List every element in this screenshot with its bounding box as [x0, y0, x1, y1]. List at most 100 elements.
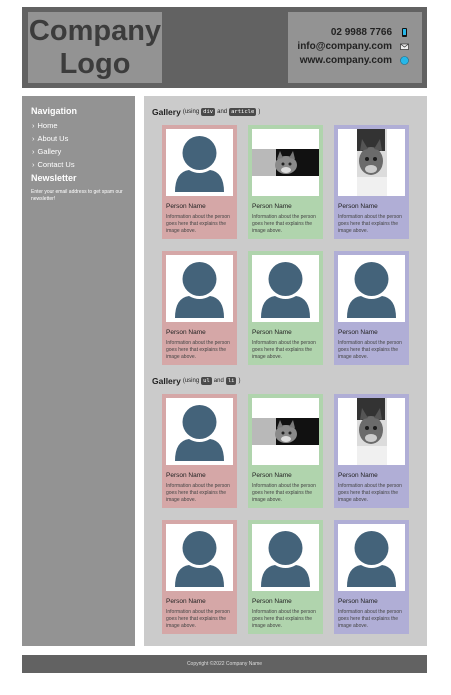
kitten-photo — [252, 129, 319, 196]
person-name: Person Name — [338, 598, 378, 605]
person-description: Information about the person goes here t… — [166, 609, 230, 629]
person-name: Person Name — [252, 329, 292, 336]
person-icon — [347, 262, 396, 318]
gallery-heading: Gallery — [152, 376, 181, 386]
gallery-title: Gallery (using div and article ) — [152, 106, 419, 118]
avatar — [338, 255, 405, 322]
newsletter-title: Newsletter — [31, 173, 77, 183]
avatar — [252, 255, 319, 322]
avatar — [166, 398, 233, 465]
avatar — [252, 524, 319, 591]
person-card[interactable]: Person Name Information about the person… — [162, 394, 237, 508]
chevron-right-icon: › — [32, 160, 35, 169]
person-name: Person Name — [252, 598, 292, 605]
person-card[interactable]: Person Name Information about the person… — [334, 394, 409, 508]
gallery-and: and — [213, 378, 224, 384]
sidebar-item-about-us[interactable]: › About Us — [32, 134, 126, 143]
globe-icon — [400, 55, 409, 65]
person-description: Information about the person goes here t… — [338, 214, 402, 234]
gallery-title: Gallery (using ul and li ) — [152, 375, 419, 387]
kitten-photo — [338, 398, 405, 465]
person-icon — [261, 262, 310, 318]
nav-label: Home — [37, 121, 58, 130]
kitten-image-icon — [252, 418, 319, 445]
person-icon — [261, 531, 310, 587]
kitten-photo — [338, 129, 405, 196]
website-url: www.company.com — [299, 54, 392, 66]
person-card[interactable]: Person Name Information about the person… — [248, 251, 323, 365]
contact-website[interactable]: www.company.com — [288, 53, 409, 67]
gallery-heading: Gallery — [152, 107, 181, 117]
avatar — [166, 524, 233, 591]
main-content: Gallery (using div and article ) Person … — [144, 96, 427, 646]
logo-line-2: Logo — [59, 47, 131, 80]
person-card[interactable]: Person Name Information about the person… — [162, 251, 237, 365]
sidebar-item-gallery[interactable]: › Gallery — [32, 147, 126, 156]
nav-title: Navigation — [31, 106, 78, 116]
person-card[interactable]: Person Name Information about the person… — [248, 125, 323, 239]
chevron-right-icon: › — [32, 147, 35, 156]
contact-phone[interactable]: 02 9988 7766 — [288, 25, 409, 39]
person-description: Information about the person goes here t… — [252, 340, 316, 360]
person-icon — [347, 531, 396, 587]
person-card[interactable]: Person Name Information about the person… — [334, 125, 409, 239]
person-name: Person Name — [338, 472, 378, 479]
header: Company Logo 02 9988 7766 info@company.c… — [22, 7, 427, 88]
person-name: Person Name — [252, 472, 292, 479]
code-tag: div — [201, 108, 216, 116]
gallery-grid: Person Name Information about the person… — [162, 394, 419, 634]
kitten-image-icon — [357, 129, 387, 196]
contact-email[interactable]: info@company.com — [288, 39, 409, 53]
person-icon — [175, 531, 224, 587]
sidebar-item-contact-us[interactable]: › Contact Us — [32, 160, 126, 169]
copyright-text: Copyright ©2022 Company Name — [186, 661, 263, 667]
chevron-right-icon: › — [32, 121, 35, 130]
sidebar-item-home[interactable]: › Home — [32, 121, 126, 130]
company-logo[interactable]: Company Logo — [28, 12, 162, 83]
avatar — [338, 524, 405, 591]
person-description: Information about the person goes here t… — [338, 609, 402, 629]
phone-number: 02 9988 7766 — [330, 26, 392, 38]
gallery-and: and — [217, 109, 228, 115]
email-address: info@company.com — [297, 40, 392, 52]
chevron-right-icon: › — [32, 134, 35, 143]
person-icon — [175, 405, 224, 461]
person-card[interactable]: Person Name Information about the person… — [334, 251, 409, 365]
person-description: Information about the person goes here t… — [252, 609, 316, 629]
gallery-paren: ) — [258, 109, 261, 115]
gallery-grid: Person Name Information about the person… — [162, 125, 419, 365]
kitten-image-icon — [357, 398, 387, 465]
avatar — [166, 255, 233, 322]
person-name: Person Name — [166, 203, 206, 210]
person-icon — [175, 262, 224, 318]
kitten-photo — [252, 398, 319, 465]
mail-icon — [400, 42, 409, 51]
logo-line-1: Company — [28, 14, 162, 47]
gallery-section-ul: Gallery (using ul and li ) Person Name I… — [152, 375, 419, 634]
person-name: Person Name — [338, 329, 378, 336]
person-description: Information about the person goes here t… — [252, 483, 316, 503]
sidebar: Navigation › Home › About Us › Gallery › Con… — [22, 96, 135, 646]
gallery-section-div: Gallery (using div and article ) Person … — [152, 106, 419, 365]
person-icon — [175, 136, 224, 192]
person-name: Person Name — [252, 203, 292, 210]
person-description: Information about the person goes here t… — [166, 214, 230, 234]
code-tag: ul — [201, 377, 212, 385]
person-description: Information about the person goes here t… — [166, 340, 230, 360]
person-card[interactable]: Person Name Information about the person… — [162, 520, 237, 634]
nav-label: Contact Us — [37, 160, 75, 169]
phone-icon — [400, 27, 409, 37]
person-card[interactable]: Person Name Information about the person… — [248, 520, 323, 634]
newsletter-text: Enter your email address to get spam our… — [31, 189, 123, 202]
gallery-using: (using — [182, 378, 200, 384]
person-description: Information about the person goes here t… — [338, 340, 402, 360]
person-card[interactable]: Person Name Information about the person… — [248, 394, 323, 508]
nav-label: About Us — [37, 134, 69, 143]
nav-label: Gallery — [37, 147, 62, 156]
person-card[interactable]: Person Name Information about the person… — [162, 125, 237, 239]
person-name: Person Name — [166, 329, 206, 336]
person-card[interactable]: Person Name Information about the person… — [334, 520, 409, 634]
person-name: Person Name — [166, 472, 206, 479]
gallery-using: (using — [182, 109, 200, 115]
gallery-paren: ) — [238, 378, 241, 384]
